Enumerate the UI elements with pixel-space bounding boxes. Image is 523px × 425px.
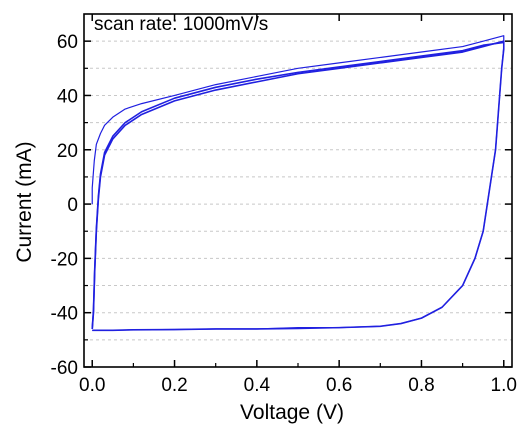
- x-tick-label: 0.2: [161, 375, 187, 396]
- tick-labels: 0.0 0.2 0.4 0.6 0.8 1.0 -60 -40 -20 0 20 40 60: [51, 32, 517, 396]
- x-tick-label: 1.0: [491, 375, 517, 396]
- scan-rate-annotation: scan rate: 1000mV/s: [94, 14, 268, 35]
- x-tick-label: 0.6: [326, 375, 352, 396]
- y-tick-label: -60: [51, 358, 78, 379]
- cv-cycle-line: [91, 35, 505, 331]
- x-tick-label: 0.8: [408, 375, 434, 396]
- y-tick-label: -40: [51, 304, 78, 325]
- y-tick-label: 20: [57, 141, 78, 162]
- cv-cycle-line: [91, 40, 505, 332]
- y-tick-label: 60: [57, 32, 78, 53]
- x-tick-label: 0.4: [244, 375, 271, 396]
- cv-cycle-line: [91, 41, 504, 330]
- plot-frame: [83, 13, 513, 368]
- gridlines: [84, 40, 512, 341]
- cv-curves: [91, 35, 505, 332]
- x-axis-title: Voltage (V): [240, 401, 344, 424]
- x-tick-label: 0.0: [79, 375, 105, 396]
- y-tick-label: 0: [67, 195, 78, 216]
- y-axis-title: Current (mA): [13, 141, 36, 262]
- axis-ticks: [84, 14, 512, 368]
- y-tick-label: -20: [51, 249, 78, 270]
- y-tick-label: 40: [57, 86, 78, 107]
